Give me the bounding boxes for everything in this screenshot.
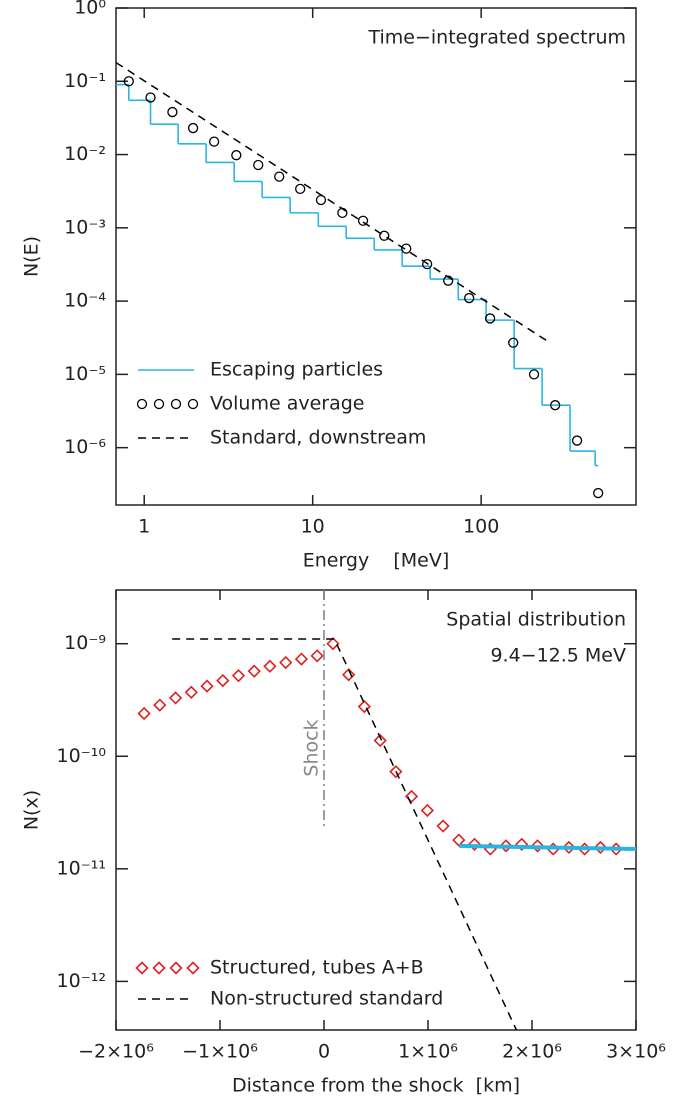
- y-axis-label: N(x): [21, 790, 43, 830]
- legend-marker: [186, 961, 200, 975]
- y-tick-label: 10⁻⁹: [64, 632, 106, 654]
- plot-area: [116, 61, 604, 499]
- x-axis-label: Energy [MeV]: [303, 550, 450, 572]
- legend-marker: [187, 398, 199, 410]
- legend-marker: [153, 398, 165, 410]
- x-tick-label: 100: [463, 516, 499, 538]
- circle-marker: [422, 258, 433, 270]
- diamond-marker: [184, 685, 198, 699]
- y-tick-label: 10⁻³: [64, 216, 106, 238]
- x-tick-label: 0: [318, 1041, 330, 1063]
- legend-label: Non-structured standard: [210, 988, 443, 1010]
- diamond-marker: [562, 840, 576, 855]
- circle-marker: [571, 435, 583, 446]
- y-tick-label: 10⁻¹⁰: [57, 745, 106, 767]
- legend-label: Escaping particles: [210, 359, 383, 381]
- legend-marker: [170, 398, 182, 410]
- x-tick-label: −1×10⁶: [182, 1041, 258, 1063]
- y-tick-label: 10⁻¹: [64, 70, 106, 92]
- diamond-marker: [294, 652, 309, 666]
- diamond-marker: [436, 819, 450, 833]
- circle-marker: [187, 122, 199, 134]
- diamond-marker: [310, 649, 324, 663]
- annotation: 9.4−12.5 MeV: [490, 645, 626, 667]
- x-tick-label: −2×10⁶: [78, 1041, 154, 1063]
- annotation: Spatial distribution: [446, 609, 626, 631]
- plot-frame: [115, 589, 637, 1031]
- circle-marker: [123, 76, 134, 87]
- circle-marker: [464, 292, 475, 304]
- legend-marker: [152, 961, 166, 975]
- circle-marker: [357, 215, 369, 226]
- diamond-marker: [420, 803, 435, 818]
- diamond-marker: [279, 655, 293, 670]
- circle-marker: [484, 313, 496, 324]
- circle-marker: [167, 106, 178, 118]
- y-tick-label: 10⁻¹¹: [57, 857, 106, 879]
- diamond-marker: [452, 833, 466, 847]
- diamond-marker: [373, 733, 387, 748]
- x-tick-label: 2×10⁶: [502, 1041, 562, 1063]
- diamond-marker: [530, 839, 545, 853]
- series-line: [459, 843, 636, 852]
- legend-marker: [136, 398, 148, 410]
- diamond-marker: [593, 840, 608, 855]
- diamond-marker: [389, 765, 403, 779]
- diamond-marker: [231, 669, 246, 683]
- diamond-marker: [499, 839, 513, 853]
- circle-marker: [231, 150, 242, 161]
- circle-marker: [508, 337, 519, 348]
- plot-area: [137, 590, 636, 1030]
- y-axis-label: N(E): [21, 236, 43, 277]
- x-axis-label: Distance from the shock [km]: [232, 1075, 520, 1097]
- diamond-marker: [137, 706, 151, 721]
- circle-marker: [528, 369, 540, 380]
- x-tick-label: 1: [138, 516, 150, 538]
- diamond-marker: [168, 691, 183, 705]
- diamond-marker: [467, 837, 482, 851]
- circle-marker: [274, 171, 285, 182]
- legend-marker: [135, 961, 149, 975]
- series-line: [172, 638, 518, 1030]
- annotation: Time−integrated spectrum: [367, 27, 626, 49]
- x-tick-label: 1×10⁶: [398, 1041, 458, 1063]
- legend-label: Volume average: [210, 393, 365, 415]
- circle-marker: [253, 159, 264, 171]
- y-tick-label: 10⁻⁴: [64, 290, 106, 312]
- y-tick-label: 10⁻¹²: [57, 970, 106, 992]
- diamond-marker: [263, 659, 277, 673]
- diamond-marker: [357, 700, 371, 714]
- circle-marker: [401, 243, 412, 254]
- diamond-marker: [515, 837, 529, 851]
- diamond-marker: [153, 698, 167, 712]
- x-tick-label: 10: [301, 516, 325, 538]
- plot-frame: [115, 7, 637, 506]
- circle-marker: [379, 230, 390, 241]
- legend-label: Standard, downstream: [210, 427, 426, 449]
- y-tick-label: 10⁰: [74, 0, 106, 19]
- diamond-marker: [404, 789, 419, 804]
- y-tick-label: 10⁻⁶: [64, 436, 106, 458]
- circle-marker: [315, 194, 327, 206]
- legend-label: Structured, tubes A+B: [210, 957, 424, 979]
- circle-marker: [593, 487, 604, 499]
- diamond-marker: [326, 637, 340, 651]
- circle-marker: [295, 183, 306, 195]
- diamond-marker: [247, 664, 261, 678]
- y-tick-label: 10⁻⁵: [64, 363, 106, 385]
- y-tick-label: 10⁻²: [64, 143, 106, 165]
- shock-label: Shock: [301, 719, 323, 776]
- diamond-marker: [216, 673, 230, 688]
- circle-marker: [145, 92, 156, 103]
- circle-marker: [337, 207, 348, 219]
- circle-marker: [208, 136, 220, 147]
- x-tick-label: 3×10⁶: [606, 1041, 666, 1063]
- diamond-marker: [342, 668, 356, 682]
- legend-marker: [169, 961, 183, 975]
- circle-marker: [550, 400, 561, 411]
- diamond-marker: [200, 679, 214, 693]
- series-line: [116, 61, 549, 343]
